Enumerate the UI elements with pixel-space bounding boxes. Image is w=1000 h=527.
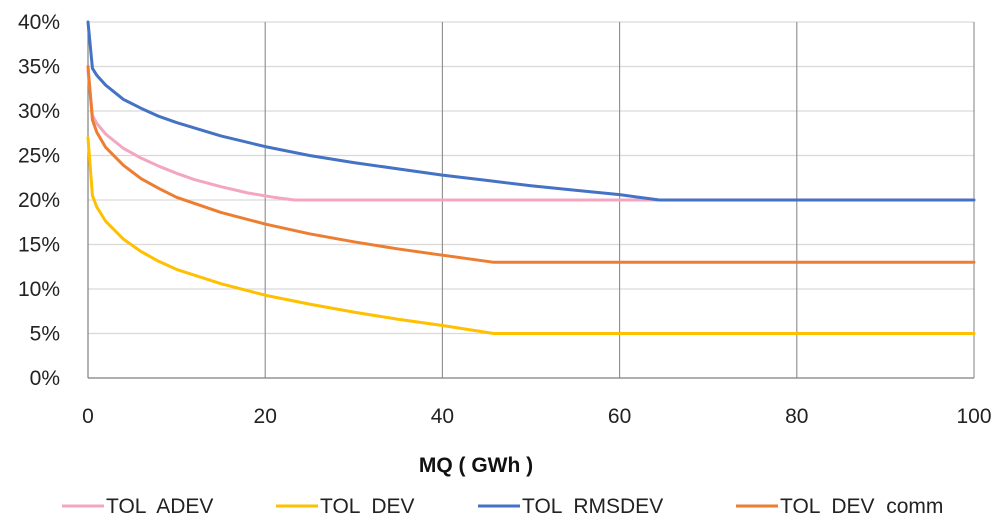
x-tick-label: 40 bbox=[431, 405, 454, 428]
x-tick-labels: 0 20 40 60 80 100 bbox=[82, 405, 991, 428]
y-tick-labels: 0% 5% 10% 15% 20% 25% 30% 35% 40% bbox=[18, 11, 60, 390]
x-tick-label: 60 bbox=[608, 405, 631, 428]
legend-item: TOL DEV bbox=[276, 495, 415, 518]
y-tick-label: 15% bbox=[18, 234, 60, 257]
legend: TOL ADEV TOL DEV TOL RMSDEV TOL DEV comm bbox=[62, 495, 943, 518]
x-tick-label: 100 bbox=[956, 405, 991, 428]
legend-label: TOL DEV comm bbox=[780, 495, 943, 518]
y-tick-label: 20% bbox=[18, 189, 60, 212]
x-axis-title: MQ ( GWh ) bbox=[419, 454, 533, 477]
x-tick-label: 80 bbox=[785, 405, 808, 428]
series-line-4 bbox=[86, 65, 976, 264]
y-tick-label: 0% bbox=[30, 367, 60, 390]
series-line-3 bbox=[86, 20, 976, 202]
x-tick-label: 20 bbox=[254, 405, 277, 428]
y-tick-label: 10% bbox=[18, 278, 60, 301]
y-tick-label: 35% bbox=[18, 56, 60, 79]
series-line-2 bbox=[86, 136, 976, 335]
legend-item: TOL ADEV bbox=[62, 495, 213, 518]
series-lines bbox=[86, 20, 976, 335]
y-tick-label: 30% bbox=[18, 100, 60, 123]
legend-label: TOL RMSDEV bbox=[522, 495, 663, 518]
y-tick-label: 25% bbox=[18, 145, 60, 168]
legend-item: TOL RMSDEV bbox=[478, 495, 663, 518]
legend-label: TOL ADEV bbox=[106, 495, 213, 518]
legend-item: TOL DEV comm bbox=[736, 495, 943, 518]
y-tick-label: 5% bbox=[30, 323, 60, 346]
y-tick-label: 40% bbox=[18, 11, 60, 34]
x-tick-label: 0 bbox=[82, 405, 94, 428]
legend-label: TOL DEV bbox=[320, 495, 415, 518]
